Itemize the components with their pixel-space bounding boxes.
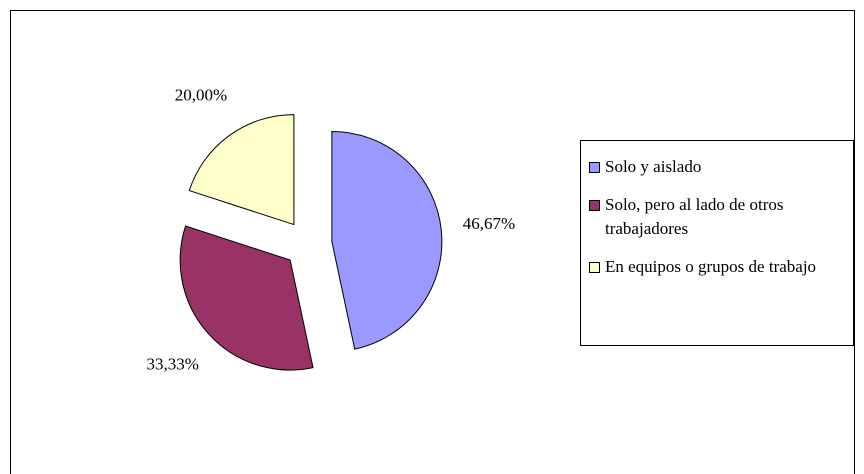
legend-label: Solo, pero al lado de otros trabajadores [605,195,784,238]
legend-item: Solo, pero al lado de otros trabajadores [589,193,847,241]
chart-border [10,10,855,474]
legend: Solo y aislado Solo, pero al lado de otro… [580,140,854,346]
legend-swatch [589,200,600,211]
pie-slice [331,130,443,350]
legend-item: En equipos o grupos de trabajo [589,255,847,279]
legend-swatch [589,262,600,273]
data-label: 20,00% [175,86,227,105]
pie-slice [179,225,314,371]
legend-label: En equipos o grupos de trabajo [605,257,817,276]
pie-slice [188,114,295,226]
legend-item: Solo y aislado [589,155,847,179]
legend-label: Solo y aislado [605,157,702,176]
data-label: 33,33% [147,355,199,374]
legend-swatch [589,162,600,173]
data-label: 46,67% [463,214,515,233]
